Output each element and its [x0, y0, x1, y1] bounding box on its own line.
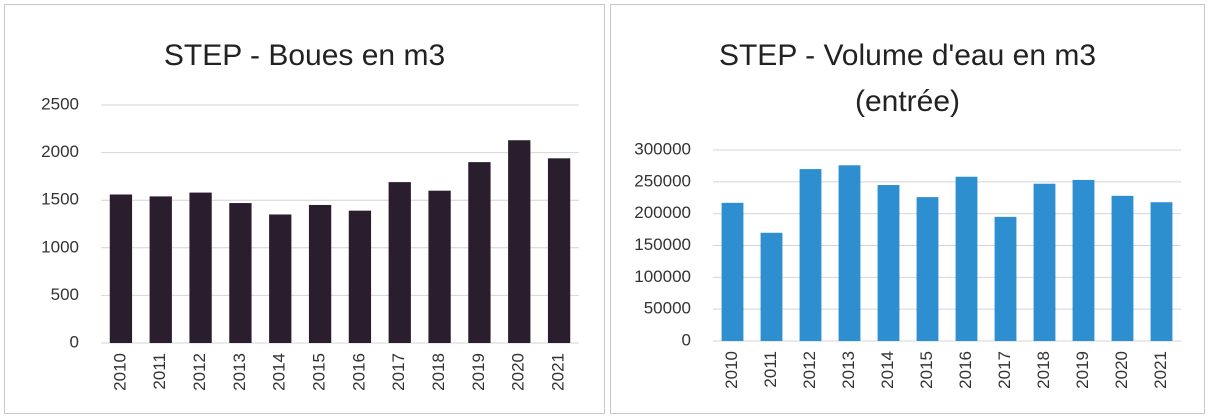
y-tick-label: 50000 [644, 299, 691, 318]
bar [189, 192, 212, 343]
bar [428, 190, 451, 343]
bar [1072, 179, 1095, 341]
chart-title: STEP - Boues en m3 [163, 39, 446, 72]
bar [955, 176, 978, 341]
x-tick-label: 2014 [878, 351, 897, 389]
bar [1150, 202, 1173, 341]
x-tick-label: 2014 [270, 353, 289, 391]
x-tick-label: 2010 [110, 353, 129, 391]
y-tick-label: 300000 [634, 139, 691, 158]
x-tick-label: 2018 [429, 353, 448, 391]
y-tick-label: 2000 [41, 142, 79, 161]
y-tick-label: 0 [70, 332, 79, 351]
x-tick-label: 2018 [1034, 351, 1053, 389]
bar [994, 216, 1017, 341]
bar [468, 162, 491, 343]
y-tick-label: 500 [51, 285, 79, 304]
bar [1111, 195, 1134, 341]
x-tick-label: 2020 [1112, 351, 1131, 389]
x-tick-label: 2017 [995, 351, 1014, 389]
x-tick-label: 2021 [1151, 351, 1170, 389]
x-tick-label: 2017 [389, 353, 408, 391]
x-tick-label: 2021 [549, 353, 568, 391]
bar [760, 232, 783, 341]
x-tick-label: 2019 [1073, 351, 1092, 389]
chart-panel: STEP - Boues en m3 0 500 1000 1500 2000 2500 2… [4, 4, 605, 414]
bar [149, 196, 172, 343]
bar [547, 158, 571, 343]
y-tick-label: 1000 [41, 237, 79, 256]
bar [269, 214, 292, 343]
chart-panel: STEP - Volume d'eau en m3 (entrée) 0 5000… [610, 4, 1205, 414]
x-tick-label: 2015 [917, 351, 936, 389]
chart: 0 50000 100000 150000 200000 250000 300000 2010… [634, 139, 1181, 389]
bar [1033, 183, 1056, 341]
bar [799, 169, 822, 341]
x-tick-label: 2010 [722, 351, 741, 389]
y-tick-label: 1500 [41, 190, 79, 209]
bar [721, 202, 744, 341]
bar [916, 197, 939, 341]
bar [508, 140, 531, 343]
x-tick-label: 2019 [469, 353, 488, 391]
y-tick-label: 2500 [41, 94, 79, 113]
x-tick-label: 2012 [800, 351, 819, 389]
x-tick-label: 2016 [956, 351, 975, 389]
y-tick-label: 0 [682, 330, 691, 349]
x-tick-label: 2013 [230, 353, 249, 391]
y-tick-label: 150000 [634, 235, 691, 254]
y-tick-label: 250000 [634, 171, 691, 190]
bar [877, 185, 900, 341]
bar [229, 203, 252, 343]
chart: 0 500 1000 1500 2000 2500 2010 2011 2012 2013 2014… [41, 94, 579, 391]
x-tick-label: 2015 [310, 353, 329, 391]
x-tick-label: 2011 [761, 351, 780, 388]
y-tick-label: 200000 [634, 203, 691, 222]
bar [838, 165, 861, 341]
bar [388, 182, 411, 343]
bar [348, 210, 372, 343]
x-tick-label: 2012 [190, 353, 209, 391]
chart-title: STEP - Volume d'eau en m3 (entrée) [718, 39, 1097, 118]
y-tick-label: 100000 [634, 267, 691, 286]
x-tick-label: 2016 [349, 353, 368, 391]
x-tick-label: 2013 [839, 351, 858, 389]
bar [109, 194, 133, 343]
x-tick-label: 2011 [150, 353, 169, 390]
x-tick-label: 2020 [509, 353, 528, 391]
bar [308, 204, 332, 343]
